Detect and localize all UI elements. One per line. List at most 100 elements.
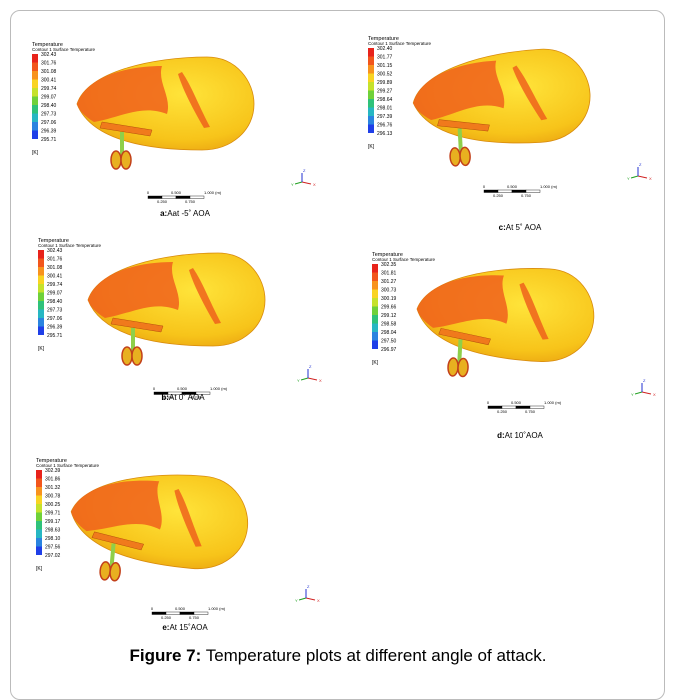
legend-subtitle: Contour 1 Surface Temperature <box>36 463 99 468</box>
legend-value: 301.08 <box>47 265 63 271</box>
legend-value: 300.41 <box>41 78 57 84</box>
legend-value: 299.07 <box>41 95 57 101</box>
colorbar-segment <box>32 88 38 97</box>
colorbar-segment <box>368 48 374 57</box>
legend-value: 299.17 <box>45 519 61 525</box>
scale-label: 1.000 (m) <box>210 386 228 391</box>
scale-bar: 0 0.500 1.000 (m) 0.250 0.750 <box>153 386 228 400</box>
hot-streak <box>512 65 548 121</box>
colorbar-segment <box>32 71 38 80</box>
axis-y <box>300 377 309 381</box>
scale-label: 0.750 <box>191 395 202 400</box>
gear-door <box>99 121 153 137</box>
panel-caption-text: At 10˚AOA <box>505 431 544 440</box>
nose-model <box>412 48 591 167</box>
panel-caption-label: a: <box>160 209 167 218</box>
colorbar-segment <box>38 267 44 276</box>
axis-x <box>301 181 312 185</box>
colorbar-segment <box>372 332 378 341</box>
colorbar-segment <box>372 340 378 349</box>
legend-value: 296.39 <box>47 325 63 331</box>
axis-y <box>630 175 639 179</box>
legend-value: 297.50 <box>381 339 397 345</box>
figure-caption-label: Figure 7: <box>129 646 201 665</box>
legend-value: 301.77 <box>377 55 393 61</box>
legend-value: 301.76 <box>41 61 57 67</box>
legend-value: 295.71 <box>41 137 57 143</box>
panel-caption: a:Aat -5˚ AOA <box>160 209 210 218</box>
legend-subtitle: Contour 1 Surface Temperature <box>372 257 435 262</box>
figure-caption: Figure 7: Temperature plots at different… <box>129 646 546 665</box>
legend-value: 298.40 <box>41 103 57 109</box>
gear-door <box>91 531 144 551</box>
colorbar-segment <box>368 82 374 91</box>
legend-value: 300.52 <box>377 72 393 78</box>
scale-label: 1.000 (m) <box>540 184 558 189</box>
gear-door <box>438 328 491 346</box>
legend-value: 302.35 <box>381 262 397 268</box>
scale-bar: 0 0.500 1.000 (m) 0.250 0.750 <box>151 606 226 620</box>
scale-label: 1.000 (m) <box>204 190 222 195</box>
scale-label: 0 <box>483 184 486 189</box>
legend-value: 295.71 <box>47 333 63 339</box>
legend-value: 302.43 <box>47 248 63 254</box>
axis-y <box>634 391 643 395</box>
legend-value: 298.58 <box>381 322 397 328</box>
colorbar-segment <box>372 315 378 324</box>
panel-caption: e:At 15˚AOA <box>162 623 208 632</box>
scale-label: 1.000 (m) <box>544 400 562 405</box>
legend-title: Temperature <box>32 42 63 48</box>
scale-label: 0.750 <box>189 615 200 620</box>
scale-bar: 0 0.500 1.000 (m) 0.250 0.750 <box>147 190 222 204</box>
axis-label: Z <box>309 364 312 369</box>
hot-streak <box>174 488 202 547</box>
scale-label: 0 <box>487 400 490 405</box>
panel-caption-text: At 0˚ AOA <box>169 393 205 402</box>
axis-label: Y <box>295 598 298 603</box>
axis-triad: X Y Z <box>291 168 316 187</box>
wheel <box>121 346 133 366</box>
axis-x <box>641 391 652 395</box>
axis-triad: X Y Z <box>627 162 652 181</box>
wheel <box>99 561 111 581</box>
colorbar-segment <box>38 292 44 301</box>
nose-model <box>76 56 255 170</box>
colorbar-segment <box>38 318 44 327</box>
legend-value: 299.89 <box>377 80 393 86</box>
colorbar-segment <box>32 62 38 71</box>
legend-unit: [K] <box>32 150 39 156</box>
wheel <box>447 357 459 377</box>
legend-value: 297.06 <box>47 316 63 322</box>
legend-value: 299.27 <box>377 89 393 95</box>
scale-label: 0 <box>153 386 156 391</box>
gear-strut <box>457 128 463 154</box>
colorbar-segment <box>372 281 378 290</box>
axis-label: Y <box>297 378 300 383</box>
colorbar-segment <box>38 275 44 284</box>
colorbar-segment <box>372 289 378 298</box>
legend-unit: [K] <box>368 144 375 150</box>
colorbar-segment <box>372 323 378 332</box>
figure: Figure 7: Temperature plots at different… <box>32 36 656 665</box>
axis-label: X <box>317 598 320 603</box>
axis-x <box>637 175 648 179</box>
panel-caption-text: Aat -5˚ AOA <box>167 209 210 218</box>
legend-value: 297.73 <box>47 308 63 314</box>
colorbar-segment <box>38 301 44 310</box>
colorbar-segment <box>32 79 38 88</box>
colorbar-segment <box>368 99 374 108</box>
gear-door <box>110 317 164 333</box>
scale-label: 0.750 <box>525 409 536 414</box>
hot-region <box>417 275 508 328</box>
legend-value: 298.10 <box>45 536 61 542</box>
legend-unit: [K] <box>372 360 379 366</box>
hot-streak <box>519 282 549 340</box>
panel-caption-label: d: <box>497 431 505 440</box>
colorbar-segment <box>38 284 44 293</box>
nose-model <box>70 474 248 582</box>
legend-value: 300.73 <box>381 288 397 294</box>
axis-y <box>294 181 303 185</box>
colorbar-segment <box>36 470 42 479</box>
gear-strut <box>120 132 124 157</box>
